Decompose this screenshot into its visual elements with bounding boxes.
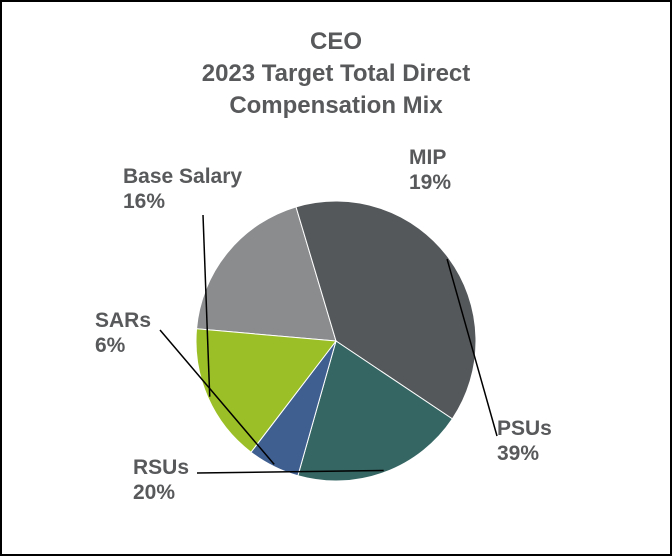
- leader-line-sars: [159, 329, 275, 465]
- label-psus-value: 39%: [497, 442, 540, 465]
- leader-line-psus: [446, 258, 498, 437]
- label-psus-name: PSUs: [497, 417, 552, 440]
- pie-slice-base-salary: [195, 328, 337, 453]
- label-sars-value: 6%: [95, 334, 126, 357]
- chart-title-line-1: CEO: [309, 28, 362, 55]
- label-psus: PSUs 39%: [497, 416, 552, 466]
- leader-line-base-salary: [202, 214, 211, 397]
- label-rsus-value: 20%: [133, 481, 176, 504]
- label-mip-value: 19%: [409, 171, 452, 194]
- chart-title-line-2: 2023 Target Total Direct: [201, 60, 471, 87]
- pie-slice-rsus: [297, 340, 454, 482]
- label-rsus-name: RSUs: [133, 456, 190, 479]
- leader-line-rsus: [196, 469, 384, 474]
- label-mip-name: MIP: [409, 146, 447, 169]
- label-rsus: RSUs 20%: [133, 455, 189, 505]
- label-sars-name: SARs: [95, 309, 152, 332]
- label-base-salary: Base Salary 16%: [123, 164, 242, 214]
- label-mip: MIP 19%: [409, 145, 451, 195]
- pie-slice-psus: [295, 200, 477, 420]
- label-base-salary-name: Base Salary: [123, 165, 243, 188]
- label-sars: SARs 6%: [95, 308, 151, 358]
- label-base-salary-value: 16%: [123, 190, 166, 213]
- chart-title-line-3: Compensation Mix: [229, 92, 443, 119]
- pie-slice-mip: [195, 206, 337, 342]
